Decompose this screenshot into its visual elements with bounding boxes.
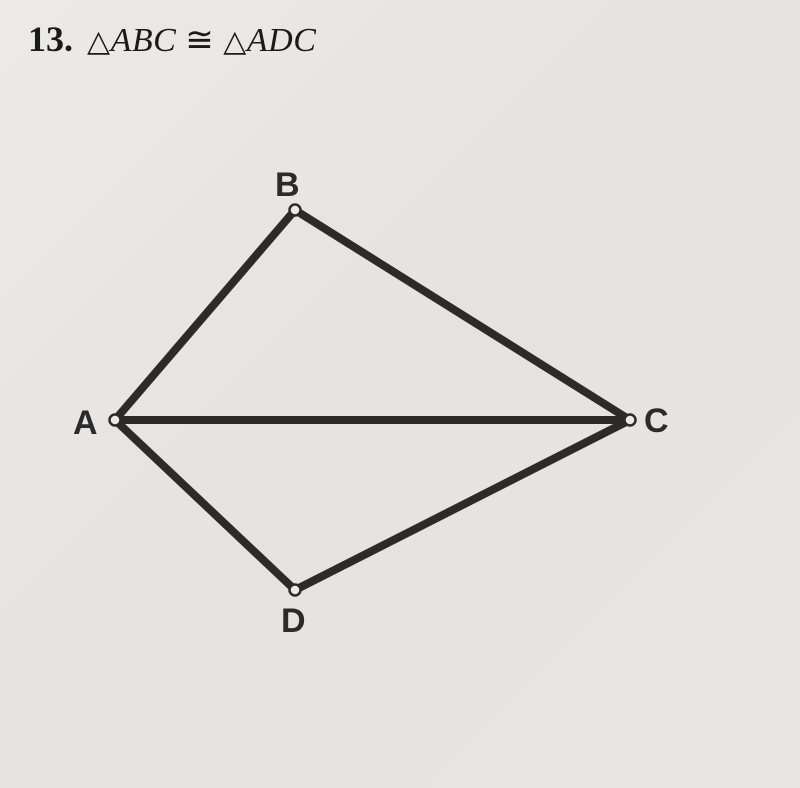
vertex-label-B: B [275,166,300,205]
edge-DC [295,420,630,590]
vertex-C [625,415,636,426]
edge-AB [115,210,295,420]
vertex-A [110,415,121,426]
vertex-D [290,585,301,596]
vertex-B [290,205,301,216]
geometry-diagram: ABCD [70,170,700,650]
triangle-2-name: ADC [247,22,317,59]
vertex-label-A: A [73,404,98,443]
edge-AD [115,420,295,590]
triangle-1-name: ABC [111,22,177,59]
edges-group [115,210,630,590]
congruence-statement: △ABC ≅ △ADC [87,20,316,60]
congruent-symbol: ≅ [185,22,214,59]
problem-number: 13. [28,18,73,60]
problem-header: 13. △ABC ≅ △ADC [28,18,316,60]
triangle-symbol-2: △ [223,25,247,58]
triangle-symbol-1: △ [87,25,111,58]
vertex-label-C: C [644,402,669,441]
edge-BC [295,210,630,420]
diagram-svg [70,170,700,650]
vertex-label-D: D [281,602,306,641]
